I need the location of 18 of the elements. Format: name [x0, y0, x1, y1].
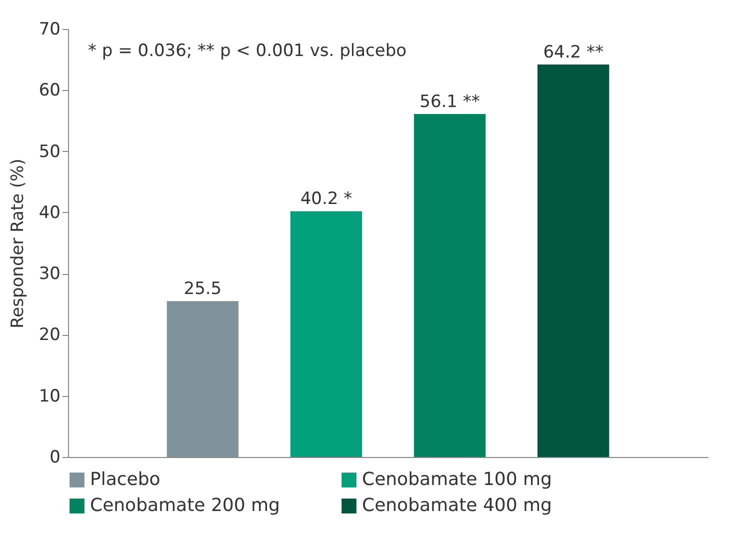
y-tick-label: 30 [38, 264, 60, 284]
y-tick-label: 0 [50, 448, 60, 468]
y-tick-label: 40 [38, 202, 60, 223]
legend-label: Cenobamate 400 mg [362, 495, 552, 516]
data-label: 56.1 ** [420, 92, 480, 112]
legend-label: Placebo [90, 469, 160, 490]
annotation: * p = 0.036; ** p < 0.001 vs. placebo [88, 41, 407, 61]
legend-label: Cenobamate 200 mg [90, 495, 280, 516]
y-tick-label: 60 [38, 80, 60, 101]
y-tick-label: 10 [38, 386, 60, 406]
y-tick-label: 70 [38, 20, 60, 40]
legend-label: Cenobamate 100 mg [362, 469, 552, 490]
y-tick-label: 50 [38, 142, 60, 162]
y-tick-label: 20 [38, 325, 60, 346]
data-label: 25.5 [184, 279, 222, 300]
data-label: 64.2 ** [543, 42, 604, 62]
data-label: 40.2 * [300, 189, 352, 210]
y-axis-title: Responder Rate (%) [8, 158, 28, 328]
